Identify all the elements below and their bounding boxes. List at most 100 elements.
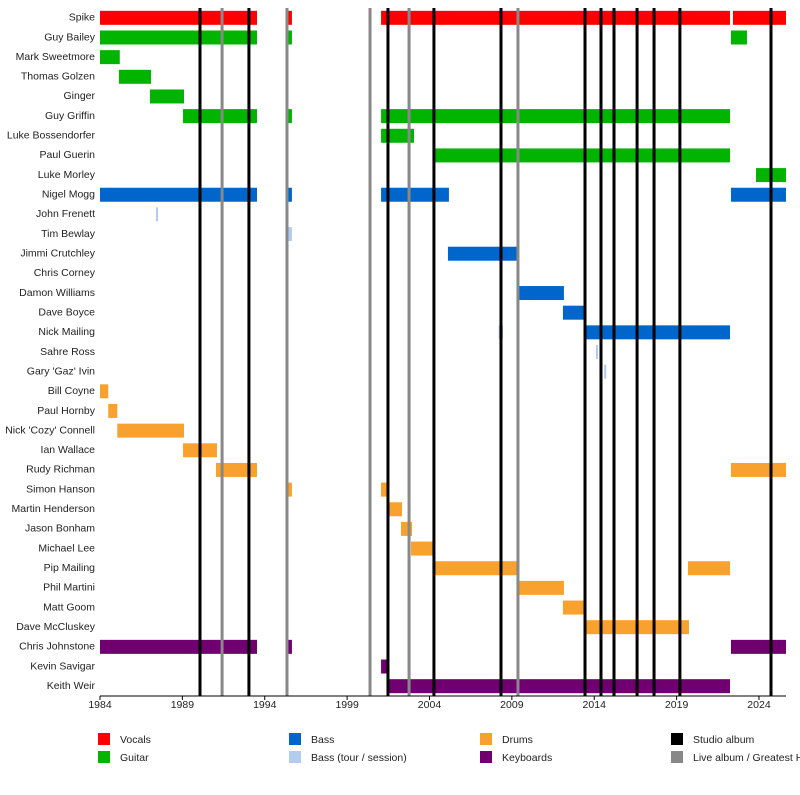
- membership-bar: [215, 462, 258, 477]
- member-label: Luke Bossendorfer: [7, 130, 96, 142]
- member-label: Jimmi Crutchley: [20, 247, 95, 259]
- member-label: Mark Sweetmore: [16, 51, 96, 63]
- member-label: Chris Johnstone: [19, 641, 95, 653]
- member-label: Sahre Ross: [40, 346, 95, 358]
- membership-bar: [285, 227, 292, 242]
- member-label: Spike: [69, 12, 95, 24]
- legend-swatch: [480, 751, 492, 763]
- membership-bar: [730, 30, 747, 45]
- member-label: Matt Goom: [43, 601, 95, 613]
- membership-bar: [285, 187, 292, 202]
- member-label: Chris Corney: [34, 267, 96, 279]
- member-label: Ginger: [63, 90, 95, 102]
- membership-bar: [562, 600, 585, 615]
- member-label: Pip Mailing: [44, 562, 96, 574]
- legend-label: Studio album: [693, 734, 755, 746]
- legend-swatch: [671, 751, 683, 763]
- membership-bar: [585, 325, 730, 340]
- legend-label: Bass: [311, 734, 334, 746]
- membership-bar: [604, 364, 607, 379]
- membership-bar: [156, 207, 158, 222]
- member-label: John Frenett: [36, 208, 95, 220]
- member-label: Guy Bailey: [44, 31, 96, 43]
- legend-swatch: [289, 751, 301, 763]
- member-label: Guy Griffin: [45, 110, 95, 122]
- membership-bar: [381, 659, 388, 674]
- member-label: Michael Lee: [38, 542, 95, 554]
- membership-bar: [730, 187, 786, 202]
- member-label: Bill Coyne: [48, 385, 95, 397]
- membership-bar: [100, 30, 258, 45]
- member-label: Thomas Golzen: [21, 71, 95, 83]
- membership-bar: [100, 50, 120, 65]
- membership-bar: [687, 561, 730, 576]
- membership-bar: [433, 148, 730, 163]
- legend-swatch: [480, 733, 492, 745]
- membership-bar: [100, 187, 258, 202]
- membership-bar: [100, 639, 258, 654]
- member-label: Jason Bonham: [25, 523, 95, 535]
- membership-bar: [411, 541, 434, 556]
- membership-bar: [595, 345, 599, 359]
- membership-bar: [117, 423, 185, 438]
- member-label: Simon Hanson: [26, 483, 95, 495]
- member-label: Gary 'Gaz' Ivin: [27, 365, 95, 377]
- legend-label: Live album / Greatest H: [693, 752, 800, 764]
- member-label: Paul Hornby: [37, 405, 96, 417]
- member-label: Nick Mailing: [38, 326, 95, 338]
- membership-bar: [732, 10, 786, 25]
- member-label: Martin Henderson: [12, 503, 96, 515]
- member-label: Nigel Mogg: [42, 189, 95, 201]
- x-tick-label: 2009: [500, 699, 524, 711]
- legend-label: Keyboards: [502, 752, 552, 764]
- membership-bar: [447, 246, 518, 261]
- membership-bar: [387, 502, 402, 517]
- legend-swatch: [98, 751, 110, 763]
- x-tick-label: 2019: [665, 699, 689, 711]
- x-tick-label: 2004: [418, 699, 442, 711]
- legend-label: Guitar: [120, 752, 149, 764]
- member-label: Damon Williams: [19, 287, 95, 299]
- membership-bar: [562, 305, 585, 320]
- membership-bar: [730, 462, 786, 477]
- membership-bar: [285, 30, 292, 45]
- x-tick-label: 2014: [583, 699, 607, 711]
- membership-bar: [381, 10, 730, 25]
- member-label: Dave Boyce: [38, 306, 95, 318]
- legend-swatch: [671, 733, 683, 745]
- member-label: Ian Wallace: [41, 444, 96, 456]
- legend-label: Vocals: [120, 734, 151, 746]
- legend-label: Drums: [502, 734, 533, 746]
- membership-bar: [516, 286, 564, 301]
- membership-bar: [730, 639, 786, 654]
- member-label: Nick 'Cozy' Connell: [5, 424, 95, 436]
- membership-bar: [149, 89, 185, 104]
- membership-bar: [100, 384, 109, 399]
- x-tick-label: 1984: [88, 699, 112, 711]
- membership-bar: [100, 10, 258, 25]
- x-tick-label: 1994: [253, 699, 277, 711]
- membership-bar: [183, 109, 258, 124]
- x-tick-label: 2024: [747, 699, 771, 711]
- membership-bar: [118, 69, 152, 84]
- member-label: Paul Guerin: [40, 149, 96, 161]
- membership-bar: [108, 403, 118, 418]
- membership-bar: [381, 482, 388, 497]
- legend-swatch: [289, 733, 301, 745]
- x-tick-label: 1989: [171, 699, 195, 711]
- x-tick-label: 1999: [335, 699, 359, 711]
- membership-bar: [433, 561, 518, 576]
- member-label: Rudy Richman: [26, 464, 95, 476]
- membership-bar: [517, 580, 564, 595]
- member-label: Kevin Savigar: [30, 660, 95, 672]
- membership-bar: [285, 10, 292, 25]
- legend-label: Bass (tour / session): [311, 752, 407, 764]
- membership-bar: [386, 679, 730, 694]
- member-label: Keith Weir: [47, 680, 96, 692]
- membership-bar: [381, 187, 449, 202]
- member-label: Dave McCluskey: [16, 621, 96, 633]
- membership-bar: [285, 482, 292, 497]
- legend-swatch: [98, 733, 110, 745]
